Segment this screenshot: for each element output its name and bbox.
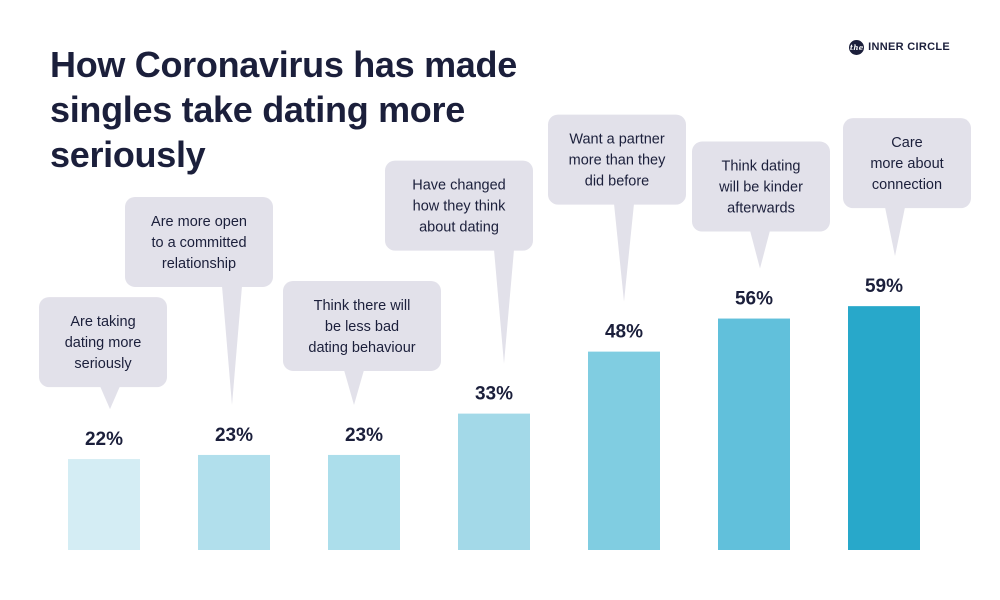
bar <box>848 306 920 550</box>
value-label: 23% <box>215 425 253 446</box>
category-label-line: Think dating <box>722 159 801 175</box>
category-label-line: Care <box>891 135 922 151</box>
callout-tail <box>494 249 514 364</box>
category-label-line: relationship <box>162 256 236 272</box>
callout-tail <box>100 386 120 410</box>
brand-name: INNER CIRCLE <box>868 41 950 53</box>
callout-bubble <box>843 118 971 209</box>
bar <box>718 318 790 550</box>
value-label: 48% <box>605 322 643 343</box>
callout-tail <box>344 369 364 405</box>
callout-tail <box>885 207 905 257</box>
bar-group: 48% Want a partner more than they did befor… <box>548 114 686 550</box>
category-label-line: dating more <box>65 335 142 351</box>
bar-group: 22% Are taking dating more seriously <box>39 297 167 550</box>
bar <box>198 454 270 550</box>
bar-group: 56% Think dating will be kinder afterwards <box>692 141 830 550</box>
value-label: 59% <box>865 276 903 297</box>
callout-tail <box>222 285 242 405</box>
category-label-line: more about <box>870 156 943 172</box>
callout-tail <box>614 203 634 302</box>
category-label-line: afterwards <box>727 201 795 217</box>
brand-logo: the INNER CIRCLE <box>849 39 950 55</box>
category-label-line: Want a partner <box>569 132 665 148</box>
category-label-line: Are more open <box>151 214 247 230</box>
category-label-line: Think there will <box>314 298 411 314</box>
bar-group: 33% Have changed how they think about datin… <box>385 160 533 550</box>
callout-bubble <box>39 297 167 388</box>
callout-bubble <box>548 114 686 205</box>
category-label-line: Have changed <box>412 178 506 194</box>
value-label: 22% <box>85 429 123 450</box>
category-label-line: seriously <box>74 356 132 372</box>
bar <box>458 413 530 550</box>
category-label-line: will be kinder <box>718 180 803 196</box>
category-label-line: Are taking <box>70 314 135 330</box>
bar <box>328 454 400 550</box>
category-label-line: did before <box>585 174 650 190</box>
bar <box>68 459 140 550</box>
callout-bubble <box>692 141 830 232</box>
bar <box>588 351 660 550</box>
category-label-line: connection <box>872 177 942 193</box>
category-label-line: how they think <box>413 199 506 215</box>
value-label: 23% <box>345 425 383 446</box>
bar-group: 23% Are more open to a committed relationsh… <box>125 196 273 550</box>
category-label-line: about dating <box>419 220 499 236</box>
callout-bubble <box>125 196 273 287</box>
callout-bubble <box>283 280 441 371</box>
bar-group: 59% Care more about connection <box>843 118 971 550</box>
category-label-line: more than they <box>569 153 666 169</box>
category-label-line: to a committed <box>151 235 246 251</box>
callout-bubble <box>385 160 533 251</box>
value-label: 56% <box>735 289 773 310</box>
chart-title: How Coronavirus has made singles take da… <box>50 44 517 175</box>
brand-mark-icon: the <box>849 39 865 55</box>
category-label-line: dating behaviour <box>308 340 415 356</box>
category-label-line: be less bad <box>325 319 399 335</box>
callout-tail <box>750 230 770 269</box>
value-label: 33% <box>475 384 513 405</box>
bar-group: 23% Think there will be less bad dating beh… <box>283 280 441 550</box>
